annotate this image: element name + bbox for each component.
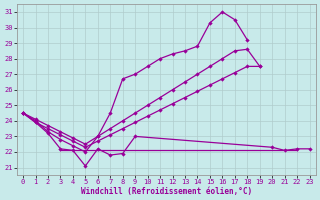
X-axis label: Windchill (Refroidissement éolien,°C): Windchill (Refroidissement éolien,°C)	[81, 187, 252, 196]
